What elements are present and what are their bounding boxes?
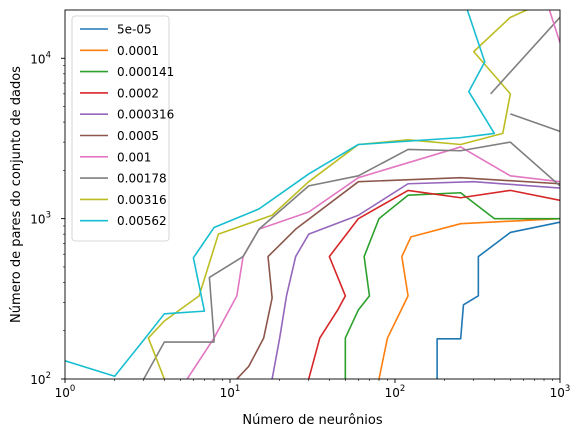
series-line-3 [307, 189, 560, 379]
x-tick-label-1: 101 [220, 384, 241, 400]
y-tick-label-1: 103 [30, 211, 51, 227]
legend-label-1: 0.0001 [117, 44, 159, 58]
x-tick-label-0: 100 [55, 384, 76, 400]
legend-label-9: 0.00562 [117, 214, 167, 228]
y-tick-label-0: 102 [30, 371, 51, 387]
plot-frame [64, 9, 561, 380]
axes-layer: 100 101 102 103 102 103 104 [30, 50, 570, 400]
series-line-0 [436, 221, 560, 379]
series-line-2 [344, 191, 560, 379]
series-line-10 [490, 16, 560, 95]
x-axis-label: Número de neurônios [242, 413, 382, 428]
series-line-9 [65, 10, 496, 378]
legend-label-4: 0.000316 [117, 108, 174, 122]
series-line-11 [510, 113, 560, 133]
series-line-6 [186, 146, 560, 379]
y-tick-label-2: 104 [30, 50, 51, 66]
series-line-4 [271, 180, 560, 379]
legend: 5e-05 0.0001 0.000141 0.0002 0.000316 0.0005 0… [71, 15, 174, 242]
legend-label-3: 0.0002 [117, 86, 159, 100]
legend-label-2: 0.000141 [117, 65, 174, 79]
series-layer [65, 10, 560, 379]
series-line-12 [548, 10, 560, 43]
legend-label-8: 0.00316 [117, 193, 167, 207]
series-line-7 [143, 141, 560, 379]
x-tick-label-3: 103 [550, 384, 571, 400]
legend-label-6: 0.001 [117, 150, 151, 164]
legend-label-0: 5e-05 [117, 23, 152, 37]
series-line-5 [236, 176, 560, 379]
series-line-1 [378, 217, 560, 379]
legend-label-7: 0.00178 [117, 172, 167, 186]
legend-label-5: 0.0005 [117, 129, 159, 143]
y-axis-label: Número de pares do conjunto de dados [9, 66, 24, 323]
x-tick-label-2: 102 [385, 384, 406, 400]
